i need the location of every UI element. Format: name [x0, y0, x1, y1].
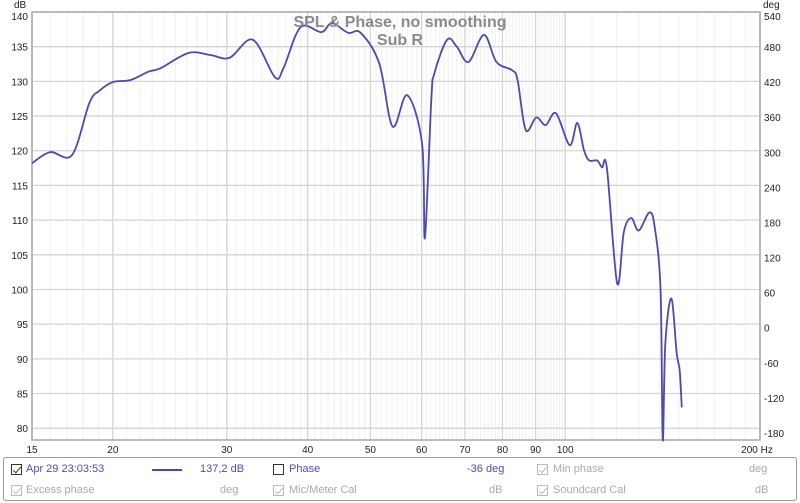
x-tick-label: 20 — [107, 445, 119, 456]
measurement-label: Apr 29 23:03:53 — [26, 463, 105, 475]
x-tick-label: 80 — [497, 445, 509, 456]
min-phase-label: Min phase — [553, 463, 604, 475]
soundcard-cal-checkbox[interactable] — [537, 485, 548, 496]
plot-frame — [31, 11, 761, 441]
y-right-tick-label: 420 — [764, 78, 781, 89]
x-tick-label: 15 — [26, 445, 38, 456]
y-tick-label: 135 — [11, 43, 28, 54]
phase-label: Phase — [289, 463, 321, 475]
excess-phase-label: Excess phase — [26, 484, 95, 496]
measurement-checkbox[interactable] — [11, 464, 22, 475]
x-tick-label: 40 — [302, 445, 314, 456]
y-tick-label: 90 — [17, 355, 29, 366]
y-right-tick-label: 540 — [764, 12, 781, 23]
x-tick-label: 70 — [459, 445, 471, 456]
mic-cal-label: Mic/Meter Cal — [289, 484, 357, 496]
y-tick-label: 80 — [17, 424, 29, 435]
x-tick-label: 60 — [416, 445, 428, 456]
spl-curve — [31, 22, 683, 442]
spl-value: 137,2 dB — [200, 463, 245, 475]
series-line-swatch — [152, 469, 182, 471]
y-right-tick-label: 60 — [764, 289, 776, 300]
y-tick-label: 120 — [11, 147, 28, 158]
y-tick-label: 125 — [11, 112, 28, 123]
min-phase-unit: deg — [749, 463, 768, 475]
y-right-tick-label: -60 — [764, 359, 779, 370]
chart-title: SPL & Phase, no smoothing — [293, 14, 506, 31]
x-tick-label: 50 — [365, 445, 377, 456]
y-tick-label: 130 — [11, 77, 28, 88]
y-right-tick-label: 120 — [764, 254, 781, 265]
excess-phase-unit: deg — [220, 484, 239, 496]
soundcard-cal-label: Soundcard Cal — [553, 484, 626, 496]
y-right-tick-label: -120 — [764, 394, 784, 405]
y-right-tick-label: 0 — [764, 324, 770, 335]
spl-phase-chart[interactable]: 15 20 30 40 50 60 70 80 90 100 200 Hz 80 85 90 95 100 10… — [0, 0, 800, 456]
left-axis-unit: dB — [14, 0, 27, 11]
mic-cal-unit: dB — [489, 484, 503, 496]
y-right-tick-label: 240 — [764, 183, 781, 194]
y-right-tick-label: 360 — [764, 113, 781, 124]
y-right-tick-label: 480 — [764, 43, 781, 54]
excess-phase-checkbox[interactable] — [11, 485, 22, 496]
legend-panel: Apr 29 23:03:53 137,2 dB Phase -36 deg M… — [3, 457, 797, 501]
y-right-tick-label: 180 — [764, 218, 781, 229]
x-tick-label: 100 — [557, 445, 574, 456]
y-tick-label: 115 — [12, 181, 28, 192]
x-tick-label: 200 Hz — [741, 445, 773, 456]
y-tick-label: 100 — [11, 285, 28, 296]
y-right-tick-label: 300 — [764, 148, 781, 159]
y-tick-label: 85 — [17, 390, 29, 401]
y-tick-label: 95 — [17, 320, 29, 331]
y-right-tick-label: -180 — [764, 429, 784, 440]
x-tick-label: 90 — [530, 445, 542, 456]
phase-checkbox[interactable] — [273, 464, 284, 475]
phase-value: -36 deg — [467, 463, 505, 475]
y-tick-label: 140 — [11, 12, 28, 23]
mic-cal-checkbox[interactable] — [273, 485, 284, 496]
x-tick-label: 30 — [221, 445, 233, 456]
soundcard-cal-unit: dB — [755, 484, 769, 496]
right-axis-unit: deg — [763, 0, 780, 11]
y-tick-label: 105 — [11, 251, 28, 262]
chart-subtitle: Sub R — [377, 32, 424, 49]
y-tick-label: 110 — [12, 216, 28, 227]
min-phase-checkbox[interactable] — [537, 464, 548, 475]
